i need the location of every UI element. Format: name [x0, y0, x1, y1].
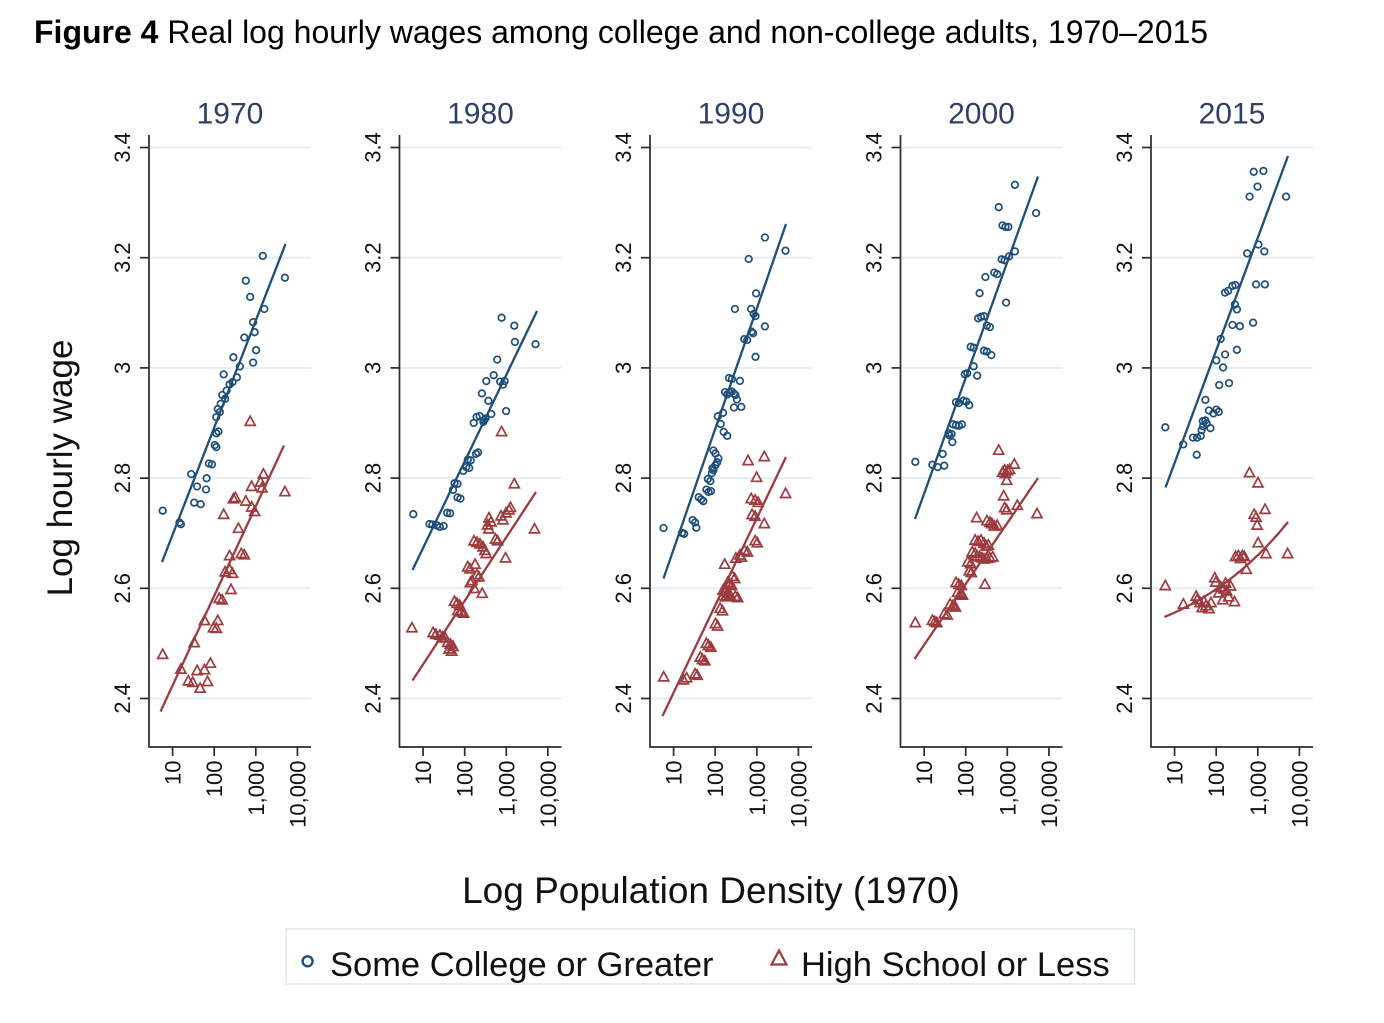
svg-text:2.6: 2.6 [1112, 573, 1137, 604]
svg-text:3.4: 3.4 [862, 132, 887, 163]
svg-text:Some College or Greater: Some College or Greater [330, 946, 714, 984]
svg-text:10,000: 10,000 [786, 761, 811, 828]
svg-text:1,000: 1,000 [494, 761, 519, 816]
svg-text:10: 10 [662, 761, 687, 785]
svg-text:3.4: 3.4 [110, 132, 135, 163]
svg-text:10: 10 [411, 761, 436, 785]
svg-text:2.6: 2.6 [862, 573, 887, 604]
svg-text:2015: 2015 [1199, 98, 1266, 131]
svg-text:10,000: 10,000 [536, 761, 561, 828]
svg-text:Log Population Density (1970): Log Population Density (1970) [462, 870, 960, 911]
svg-text:3.4: 3.4 [1112, 132, 1137, 163]
svg-text:1,000: 1,000 [1246, 761, 1271, 816]
svg-text:2.8: 2.8 [862, 463, 887, 494]
svg-text:100: 100 [703, 761, 728, 798]
svg-text:2.6: 2.6 [611, 573, 636, 604]
svg-text:100: 100 [954, 761, 979, 798]
svg-text:3.2: 3.2 [361, 242, 386, 273]
svg-text:1,000: 1,000 [995, 761, 1020, 816]
svg-text:2.4: 2.4 [611, 683, 636, 714]
svg-text:Log hourly wage: Log hourly wage [41, 340, 80, 597]
svg-text:100: 100 [453, 761, 478, 798]
svg-text:2000: 2000 [948, 98, 1015, 131]
svg-text:3.4: 3.4 [361, 132, 386, 163]
svg-text:1990: 1990 [698, 98, 765, 131]
svg-text:3: 3 [611, 362, 636, 374]
svg-text:3.2: 3.2 [110, 242, 135, 273]
svg-text:10,000: 10,000 [285, 761, 310, 828]
svg-text:2.6: 2.6 [110, 573, 135, 604]
svg-text:2.8: 2.8 [1112, 463, 1137, 494]
svg-text:2.4: 2.4 [110, 683, 135, 714]
svg-text:1,000: 1,000 [745, 761, 770, 816]
svg-text:10: 10 [161, 761, 186, 785]
svg-text:2.6: 2.6 [361, 573, 386, 604]
svg-text:3.2: 3.2 [1112, 242, 1137, 273]
svg-text:10: 10 [1163, 761, 1188, 785]
svg-text:2.4: 2.4 [361, 683, 386, 714]
svg-text:1980: 1980 [447, 98, 514, 131]
svg-text:10,000: 10,000 [1037, 761, 1062, 828]
svg-text:3.2: 3.2 [862, 242, 887, 273]
svg-text:2.8: 2.8 [110, 463, 135, 494]
svg-text:1,000: 1,000 [244, 761, 269, 816]
svg-text:2.4: 2.4 [1112, 683, 1137, 714]
svg-text:Figure 4 Real log hourly wages: Figure 4 Real log hourly wages among col… [34, 14, 1208, 50]
svg-text:10: 10 [912, 761, 937, 785]
svg-text:100: 100 [202, 761, 227, 798]
svg-text:2.4: 2.4 [862, 683, 887, 714]
svg-text:3: 3 [1112, 362, 1137, 374]
svg-text:3.2: 3.2 [611, 242, 636, 273]
svg-text:3: 3 [862, 362, 887, 374]
svg-text:High School or Less: High School or Less [801, 946, 1110, 984]
svg-text:3.4: 3.4 [611, 132, 636, 163]
svg-text:3: 3 [110, 362, 135, 374]
svg-text:2.8: 2.8 [361, 463, 386, 494]
svg-text:100: 100 [1204, 761, 1229, 798]
svg-text:3: 3 [361, 362, 386, 374]
svg-text:1970: 1970 [197, 98, 264, 131]
svg-text:2.8: 2.8 [611, 463, 636, 494]
svg-text:10,000: 10,000 [1287, 761, 1312, 828]
